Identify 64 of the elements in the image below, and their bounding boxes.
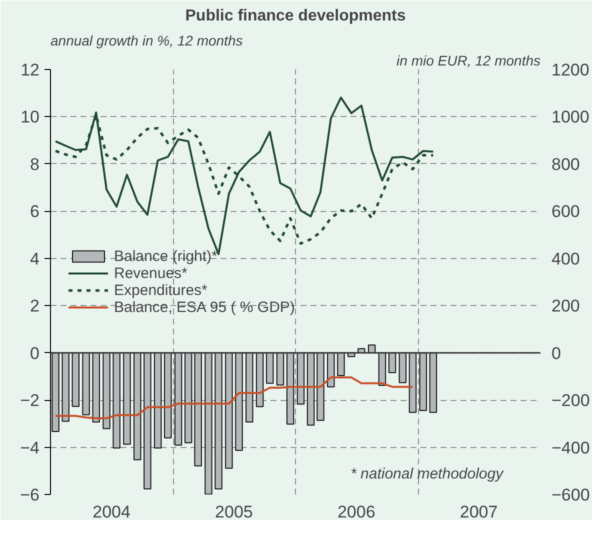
x-tick-label: 2005 <box>215 502 253 522</box>
bar <box>276 352 284 386</box>
bar <box>246 352 254 423</box>
bar <box>235 352 243 451</box>
bar <box>72 352 80 407</box>
chart-title: Public finance developments <box>185 8 406 24</box>
y2-tick-label: −600 <box>552 486 590 504</box>
y2-tick-label: 1000 <box>552 108 590 127</box>
bar <box>214 352 222 490</box>
bar <box>194 352 202 466</box>
legend-label: Revenues* <box>114 264 188 282</box>
bar <box>184 352 192 444</box>
bar <box>408 352 417 413</box>
x-tick-label: 2004 <box>92 502 130 522</box>
y-tick-label: 10 <box>20 108 40 127</box>
y2-tick-label: 800 <box>552 154 580 174</box>
bar <box>62 352 70 422</box>
x-tick-label: 2006 <box>337 502 376 522</box>
y-tick-label: 12 <box>20 60 40 80</box>
bar <box>112 352 120 448</box>
x-tick-label: 2007 <box>460 502 498 522</box>
line-series <box>54 376 414 420</box>
bar <box>306 352 315 426</box>
bar <box>123 352 131 445</box>
y2-tick-label: 0 <box>552 344 561 363</box>
y-tick-label: 2 <box>30 296 40 316</box>
annotation: * national methodology <box>350 466 505 482</box>
y-tick-label: 8 <box>30 154 40 174</box>
bar <box>92 352 100 423</box>
y2-tick-label: 200 <box>552 296 580 316</box>
y2-tick-label: −400 <box>552 438 590 458</box>
bar <box>144 352 152 490</box>
y-axis-title: annual growth in %, 12 months <box>50 32 243 48</box>
bar <box>388 352 396 374</box>
bar <box>316 352 324 421</box>
bar <box>52 352 60 432</box>
y-tick-label: 6 <box>30 202 40 222</box>
bar <box>419 352 427 411</box>
y-tick-label: −6 <box>20 486 40 504</box>
y-tick-label: 4 <box>30 249 40 268</box>
y2-tick-label: 400 <box>552 249 580 268</box>
y-tick-label: −4 <box>20 438 40 458</box>
bar <box>102 352 110 430</box>
bar <box>134 352 142 460</box>
y2-axis-title: in mio EUR, 12 months <box>396 52 541 68</box>
bar <box>398 352 407 384</box>
y2-tick-label: 600 <box>552 202 580 222</box>
bar <box>296 352 305 405</box>
bar <box>174 352 182 446</box>
bar <box>286 352 294 425</box>
bar <box>225 352 233 469</box>
bar <box>429 352 438 413</box>
bar <box>266 352 274 384</box>
bar <box>337 352 345 376</box>
bar <box>154 352 162 448</box>
bar <box>164 352 172 438</box>
y2-tick-label: −200 <box>552 391 590 410</box>
y-tick-label: 0 <box>30 344 40 363</box>
bar <box>256 352 264 408</box>
y-tick-label: −2 <box>20 391 40 410</box>
bar <box>82 352 90 416</box>
legend-label: Expenditures* <box>114 282 208 298</box>
y2-tick-label: 1200 <box>552 60 590 80</box>
bar <box>204 352 212 494</box>
